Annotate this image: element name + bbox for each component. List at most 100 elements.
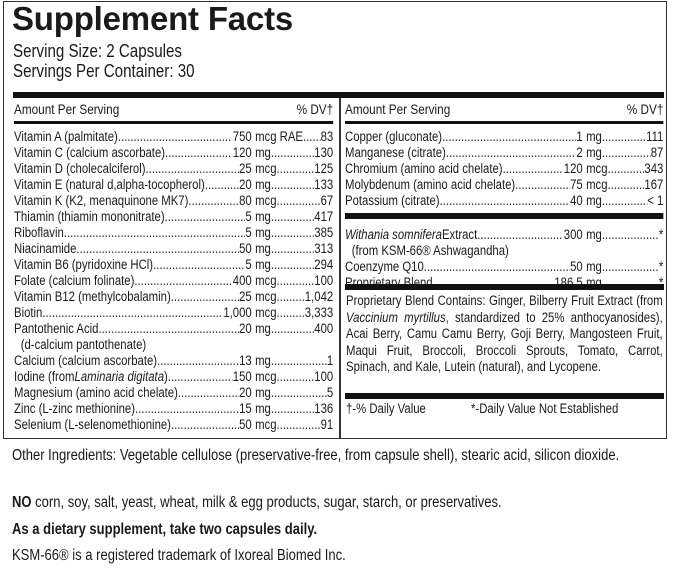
leader-dots <box>205 177 239 193</box>
daily-value: 385 <box>314 225 334 240</box>
daily-value: 91 <box>320 417 334 432</box>
nutrient-name-cell: Copper (gluconate) 1 <box>345 129 583 145</box>
nutrient-dv-cell: mg 294 <box>252 257 333 273</box>
header-rule <box>14 121 334 124</box>
nutrient-dv-cell: mcg 343 <box>583 161 663 177</box>
nutrient-amount: 2 <box>576 145 583 160</box>
daily-value: 167 <box>644 177 664 192</box>
nutrient-unit: mg <box>586 129 602 144</box>
nutrient-unit: mg <box>255 385 271 400</box>
nutrient-dv-cell: mg * <box>583 227 664 243</box>
nutrient-name: Vitamin B12 (methylcobalamin) <box>14 289 171 304</box>
nutrient-dv-cell: mg 87 <box>583 145 663 161</box>
thick-divider <box>345 393 664 399</box>
nutrient-unit: mg <box>586 145 602 160</box>
nutrient-dv-cell: mg 400 <box>252 321 333 337</box>
nutrient-name: Coenzyme Q10 <box>345 259 424 274</box>
nutrient-amount: 300 <box>563 227 583 242</box>
nutrient-amount: 400 <box>232 273 252 288</box>
nutrient-dv-cell: mg 1 <box>252 353 333 369</box>
nutrient-name-cell: Pantothenic Acid 20 <box>14 321 252 337</box>
nutrient-amount: 20 <box>239 385 252 400</box>
leader-dots <box>118 129 233 145</box>
blend-text: Proprietary Blend Contains: Ginger, Bilb… <box>346 293 663 308</box>
servings-per-container: Servings Per Container: 30 <box>13 61 195 81</box>
nutrient-dv-cell: mg < 1 <box>583 193 664 209</box>
nutrient-name: Biotin <box>14 305 43 320</box>
nutrient-unit: mcg <box>255 417 277 432</box>
nutrient-amount: 20 <box>239 321 252 336</box>
nutrient-subtitle: (d-calcium pantothenate) <box>20 337 147 352</box>
leader-dots <box>271 225 314 241</box>
nutrient-row: Thiamin (thiamin mononitrate) 5mg 417 <box>14 209 333 225</box>
nutrient-name-suffix: Extract <box>441 227 478 242</box>
nutrient-amount: 1,000 <box>223 305 252 320</box>
leader-dots <box>178 385 239 401</box>
daily-value: 313 <box>314 241 334 256</box>
daily-value: < 1 <box>647 193 664 208</box>
nutrient-amount: 40 <box>570 193 583 208</box>
leader-dots <box>171 289 239 305</box>
nutrient-name-italic: Withania somnifera <box>345 227 442 242</box>
nutrient-amount: 150 <box>232 369 252 384</box>
leader-dots <box>271 241 314 257</box>
nutrient-name-cell: Selenium (L-selenomethionine) 50 <box>14 417 252 433</box>
daily-value: 1 <box>326 353 334 368</box>
daily-value: * <box>658 227 664 242</box>
nutrient-amount: 20 <box>239 177 252 192</box>
leader-dots <box>98 321 239 337</box>
nutrient-amount: 120 <box>563 161 583 176</box>
daily-value: * <box>658 259 664 274</box>
nutrient-unit: mcg <box>255 289 277 304</box>
nutrient-dv-cell: mg 133 <box>252 177 333 193</box>
nutrient-name-cell: Vitamin E (natural d,alpha-tocopherol) 20 <box>14 177 252 193</box>
nutrient-name-cell: Molybdenum (amino acid chelate) 75 <box>345 177 583 193</box>
daily-value: 125 <box>314 161 334 176</box>
no-allergens-statement: NO corn, soy, salt, yeast, wheat, milk &… <box>12 494 502 512</box>
nutrient-dv-cell: mcg 3,333 <box>252 305 333 321</box>
daily-value: 417 <box>314 209 334 224</box>
nutrient-name-cell: Niacinamide 50 <box>14 241 252 257</box>
nutrient-amount: 13 <box>239 353 252 368</box>
leader-dots <box>135 401 239 417</box>
nutrient-dv-cell: mg 313 <box>252 241 333 257</box>
nutrient-unit: mg <box>255 145 271 160</box>
leader-dots <box>602 227 659 243</box>
nutrient-dv-cell: mcg 167 <box>583 177 664 193</box>
nutrient-name-cell: Coenzyme Q10 50 <box>345 259 583 275</box>
leader-dots <box>165 209 246 225</box>
nutrient-unit: mcg <box>255 273 277 288</box>
proprietary-blend-contents: Proprietary Blend Contains: Ginger, Bilb… <box>346 293 663 376</box>
panel-title: Supplement Facts <box>12 0 294 37</box>
other-ingredients: Other Ingredients: Vegetable cellulose (… <box>12 447 679 465</box>
column-divider <box>339 98 341 439</box>
nutrient-dv-cell: mcg 100 <box>252 273 333 289</box>
leader-dots <box>76 241 239 257</box>
nutrient-name-cell: Chromium (amino acid chelate) 120 <box>345 161 583 177</box>
header-rule <box>345 121 664 124</box>
nutrient-amount: 15 <box>239 401 252 416</box>
leader-dots <box>271 321 314 337</box>
nutrient-name-cell: Zinc (L-zinc methionine) 15 <box>14 401 252 417</box>
nutrient-name: Calcium (calcium ascorbate) <box>14 353 158 368</box>
dv-label: % DV† <box>296 101 334 117</box>
leader-dots <box>277 193 321 209</box>
nutrient-name-cell: Vitamin B6 (pyridoxine HCl) 5 <box>14 257 252 273</box>
leader-dots <box>440 193 571 209</box>
leader-dots <box>271 353 327 369</box>
nutrient-dv-cell: mg 417 <box>252 209 333 225</box>
leader-dots <box>277 273 315 289</box>
nutrient-name: Molybdenum (amino acid chelate) <box>345 177 516 192</box>
nutrient-unit: mcg <box>255 369 277 384</box>
nutrient-dv-cell: mcg 1,042 <box>252 289 333 305</box>
leader-dots <box>442 129 576 145</box>
